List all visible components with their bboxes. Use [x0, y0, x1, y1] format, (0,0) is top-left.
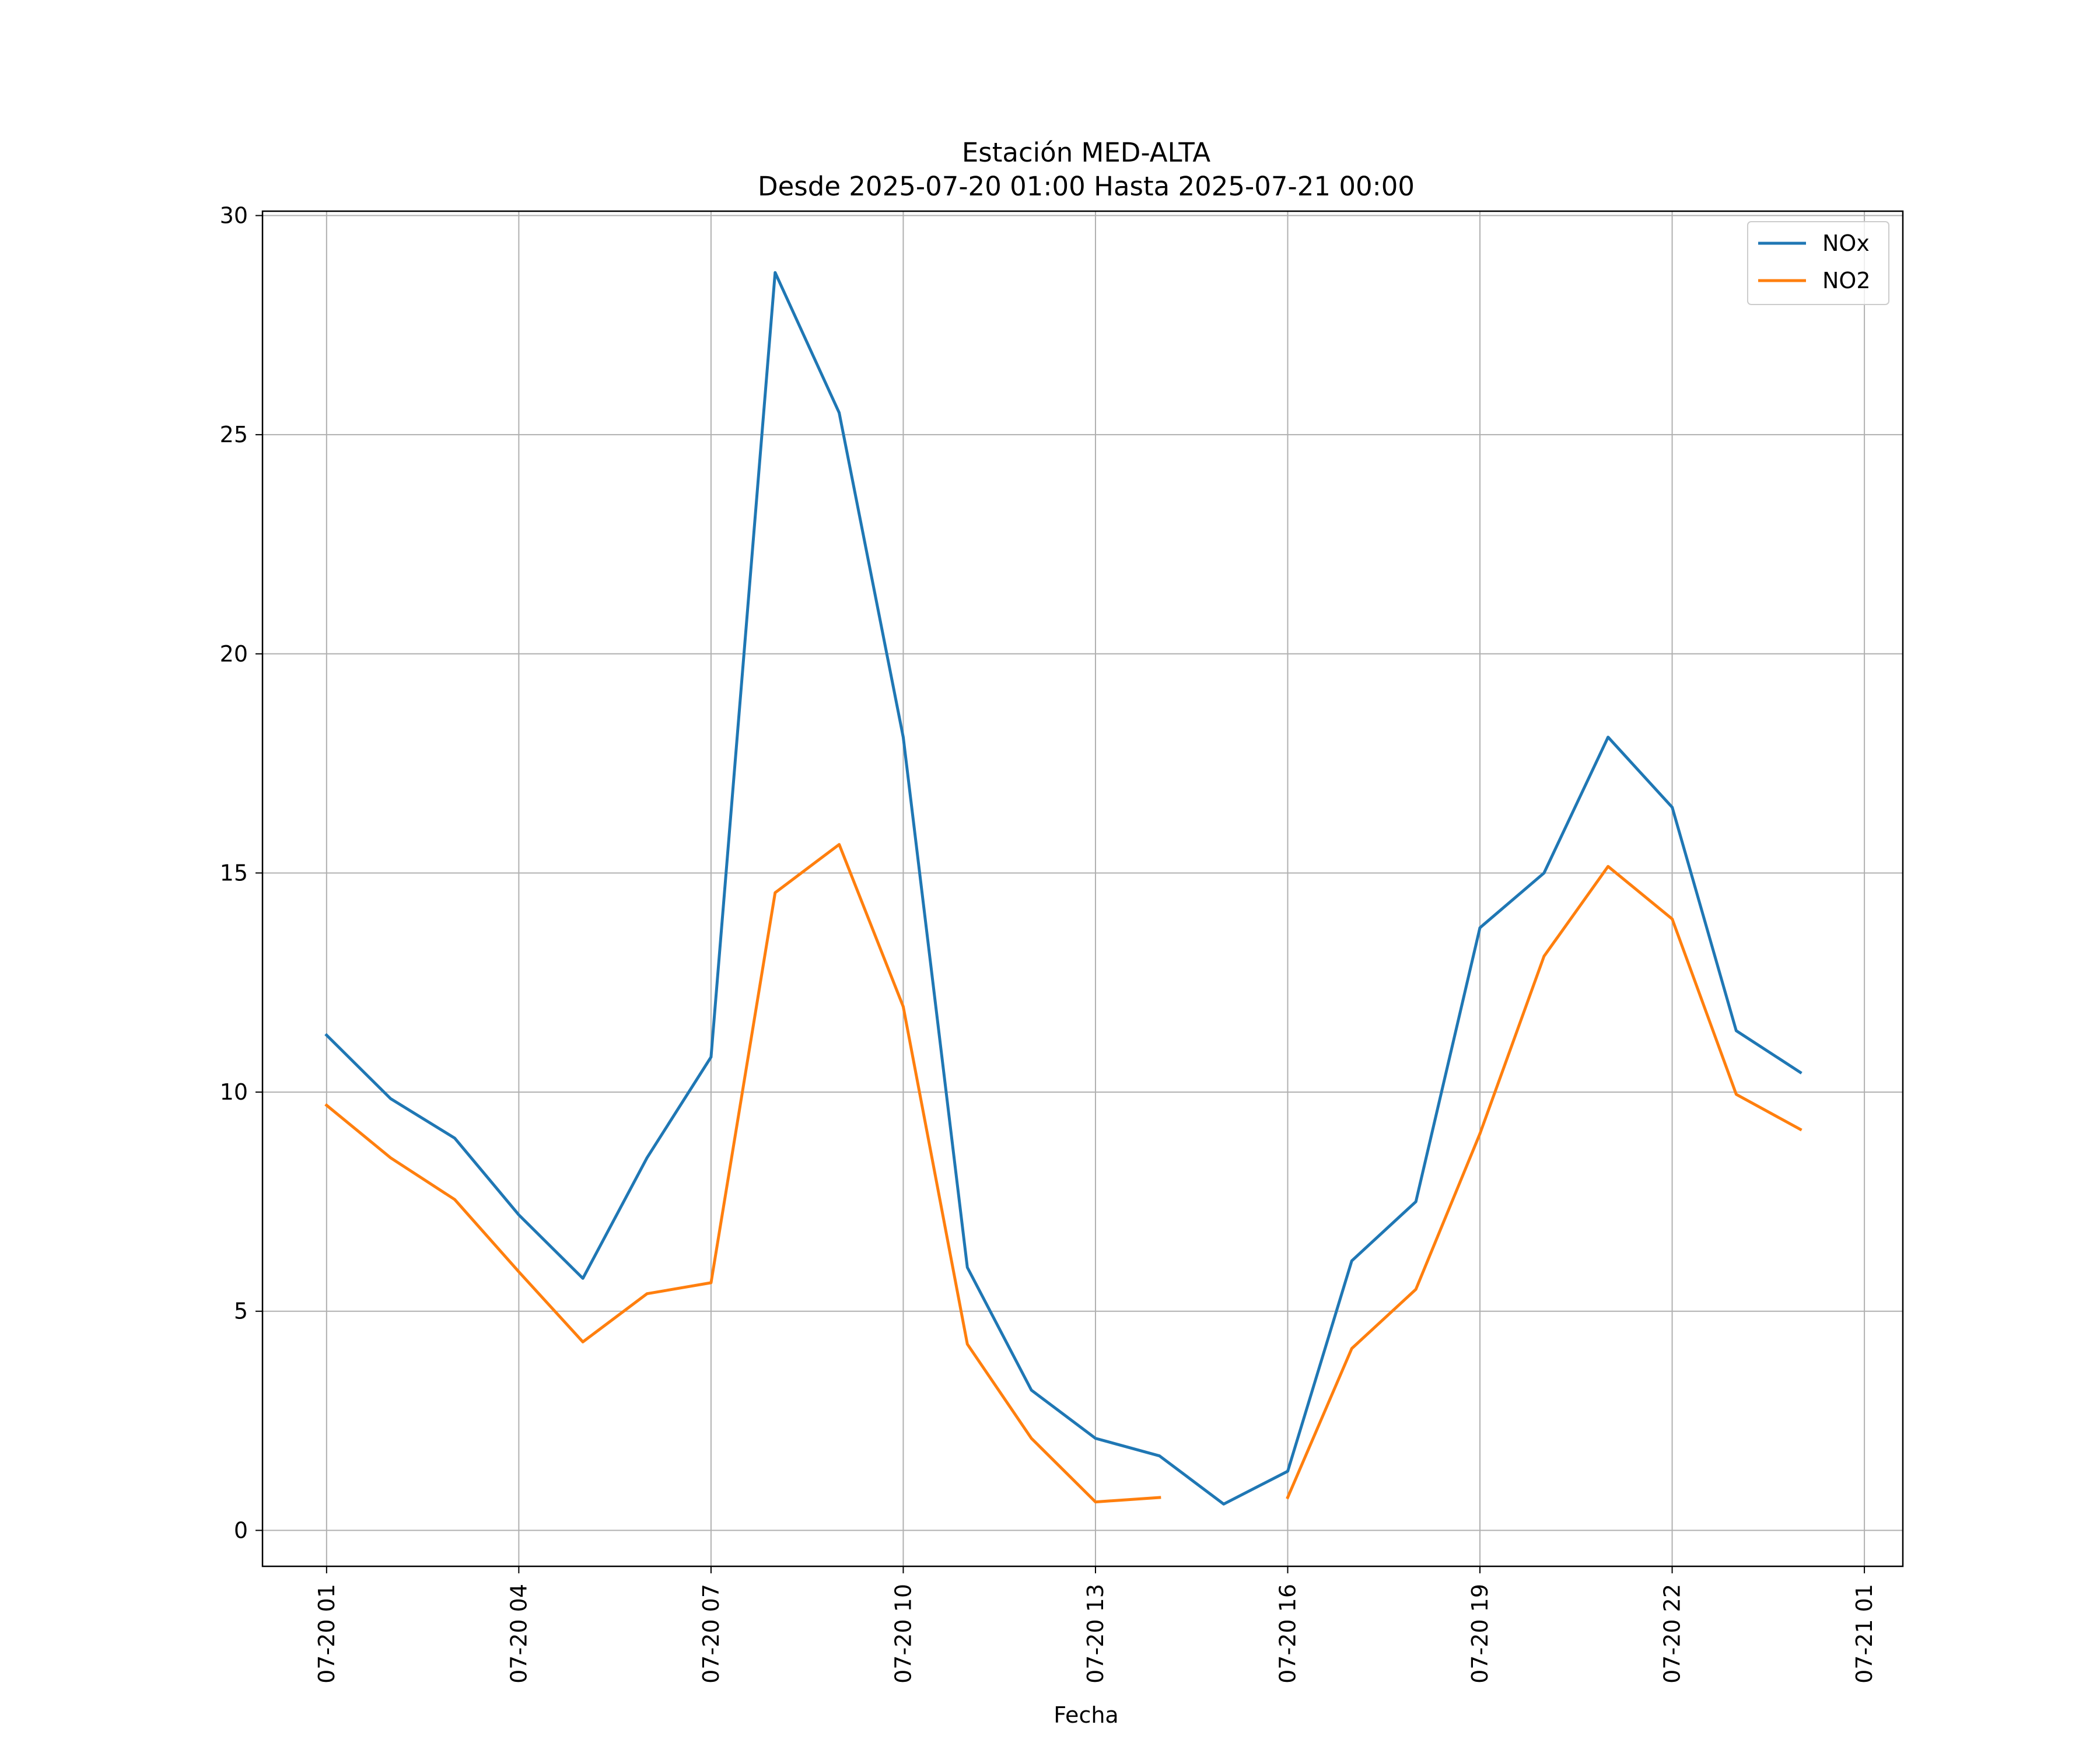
x-tick-label: 07-20 01	[314, 1584, 340, 1684]
legend: NOx NO2	[1747, 221, 1889, 305]
y-tick-label: 10	[220, 1079, 248, 1105]
x-tick-label: 07-20 10	[890, 1584, 916, 1684]
chart-subtitle: Desde 2025-07-20 01:00 Hasta 2025-07-21 …	[758, 171, 1415, 202]
legend-label-no2: NO2	[1822, 268, 1871, 293]
plot-frame	[261, 210, 1904, 1567]
x-tick-label: 07-20 13	[1083, 1584, 1108, 1684]
x-axis-label: Fecha	[1054, 1702, 1118, 1728]
y-tick-label: 30	[220, 203, 248, 229]
x-axis: 07-20 01 07-20 04 07-20 07 07-20 10 07-20 13…	[314, 1566, 1877, 1684]
x-tick-label: 07-20 19	[1467, 1584, 1493, 1684]
legend-label-nox: NOx	[1822, 230, 1870, 256]
chart-title: Estación MED-ALTA	[962, 137, 1211, 168]
x-tick-label: 07-20 16	[1275, 1584, 1301, 1684]
x-tick-label: 07-21 01	[1852, 1584, 1877, 1684]
grid	[262, 211, 1903, 1566]
y-tick-label: 0	[234, 1517, 248, 1543]
y-tick-label: 15	[220, 860, 248, 886]
y-tick-label: 25	[220, 422, 248, 447]
y-tick-label: 5	[234, 1299, 248, 1324]
y-tick-label: 20	[220, 641, 248, 667]
series-line-no2	[324, 843, 1161, 1504]
x-tick-label: 07-20 07	[698, 1584, 724, 1684]
x-tick-label: 07-20 22	[1660, 1584, 1685, 1684]
y-axis: 0 5 10 15 20 25 30	[220, 203, 262, 1543]
x-tick-label: 07-20 04	[506, 1584, 531, 1684]
series-line-no2	[1286, 865, 1803, 1500]
series-lines	[324, 271, 1803, 1506]
series-line-nox	[324, 271, 1803, 1506]
